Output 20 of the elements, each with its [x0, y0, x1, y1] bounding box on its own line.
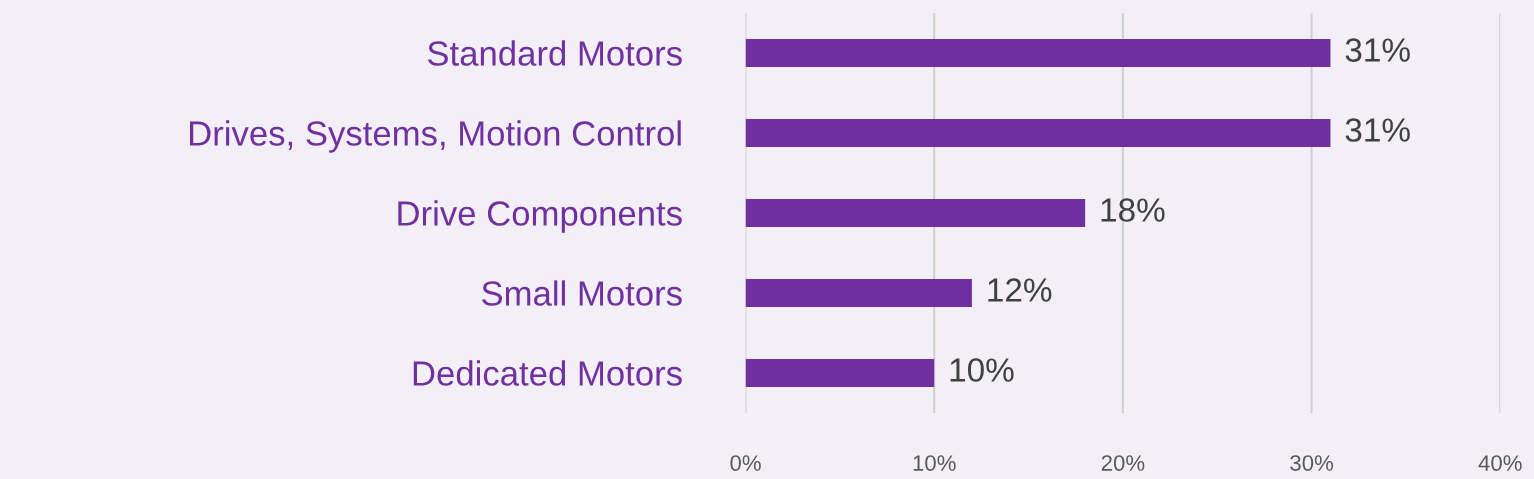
data-label: 18%: [1101, 198, 1165, 222]
bar: [745, 358, 935, 387]
bar: [745, 38, 1331, 67]
bar: [745, 118, 1331, 147]
x-tick-label: 20%: [1101, 455, 1145, 471]
y-tick-label: Small Motors: [482, 280, 682, 306]
y-tick-label: Standard Motors: [427, 40, 682, 66]
x-tick-label: 30%: [1290, 455, 1334, 471]
data-label: 31%: [1345, 38, 1410, 62]
x-tick-label: 0%: [730, 455, 761, 471]
y-tick-label: Drive Components: [398, 200, 682, 233]
bar: [745, 278, 972, 307]
x-tick-label: 40%: [1478, 455, 1522, 471]
data-label: 12%: [988, 278, 1052, 302]
data-label: 31%: [1345, 118, 1410, 142]
bar: [745, 198, 1086, 227]
y-tick-label: Dedicated Motors: [413, 360, 682, 386]
y-tick-label: Drives, Systems, Motion Control: [190, 120, 681, 153]
data-label: 10%: [950, 358, 1014, 382]
x-tick-label: 10%: [913, 455, 956, 471]
